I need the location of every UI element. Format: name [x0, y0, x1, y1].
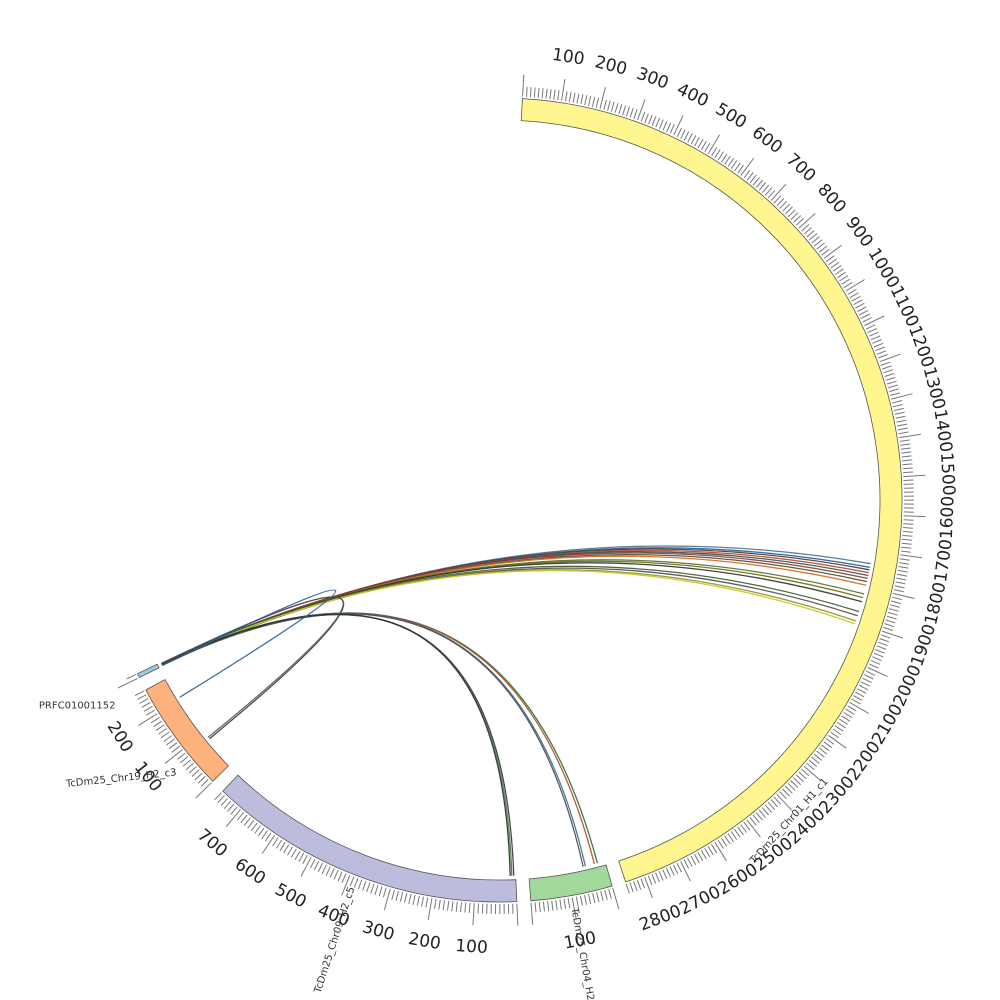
link-9: [161, 560, 864, 665]
segment-name-c4: TcDm25_Chr04_H2_c4: [568, 906, 598, 1000]
tick-label-c1-900: 900: [841, 213, 876, 251]
links-layer: [161, 545, 871, 876]
segment-name-c5: TcDm25_Chr09_H2_c5: [312, 886, 357, 996]
tick-label-c1-700: 700: [782, 150, 819, 187]
ticks-c3: [134, 690, 212, 799]
tick-label-c1-600: 600: [748, 123, 786, 158]
link-10: [161, 562, 863, 665]
tick-label-c5-600: 600: [231, 854, 269, 889]
tick-label-c1-2800: 2800: [637, 901, 685, 935]
link-22: [161, 596, 345, 740]
tick-label-c1-1400: 1400: [929, 408, 955, 454]
tick-label-c1-1300: 1300: [919, 365, 949, 412]
segment-c3: [145, 679, 230, 782]
tick-label-c1-500: 500: [712, 99, 750, 133]
link-11: [161, 565, 860, 665]
tick-label-c1-300: 300: [634, 64, 671, 94]
ticks-c5: [214, 792, 519, 926]
tick-label-c5-500: 500: [272, 880, 310, 913]
labels-layer: 100 200 3004005006007008009001000110012001…: [39, 45, 959, 1000]
tick-label-c1-2100: 2100: [868, 701, 907, 748]
link-21: [161, 613, 511, 876]
tick-label-c5-700: 700: [193, 825, 231, 861]
segment-c1: [520, 98, 903, 883]
segments-layer: [136, 98, 903, 903]
ticks-c4: [530, 887, 620, 925]
ticks-c1: [522, 74, 926, 898]
tick-label-c3-200: 200: [103, 718, 137, 756]
link-23: [161, 596, 344, 738]
link-8: [161, 559, 865, 666]
segment-c5: [222, 774, 518, 903]
segment-name-pr: PRFC01001152: [39, 700, 116, 711]
ticks-pr: [117, 674, 138, 689]
tick-label-c1-1200: 1200: [904, 323, 938, 370]
tick-label-c1-1600: 1600: [937, 495, 959, 539]
link-18: [162, 613, 584, 867]
tick-label-c5-100: 100: [455, 936, 489, 958]
tick-label-c1-2000: 2000: [890, 662, 926, 710]
tick-label-c1-1800: 1800: [921, 580, 950, 627]
tick-label-c5-300: 300: [360, 917, 397, 945]
tick-label-c1-1500: 1500: [936, 452, 958, 496]
ticks-layer: [117, 74, 926, 926]
tick-label-c1-1900: 1900: [907, 622, 940, 669]
tick-label-c1-800: 800: [813, 180, 850, 217]
segment-pr: [136, 663, 160, 679]
tick-label-c1-400: 400: [674, 79, 712, 111]
link-24: [162, 589, 337, 698]
segment-c4: [528, 864, 613, 902]
tick-label-c1-200: 200: [593, 52, 629, 79]
tick-label-c1-1100: 1100: [886, 283, 923, 331]
tick-label-c1-100: 100: [551, 45, 586, 70]
tick-label-c1-2700: 2700: [676, 882, 724, 919]
tick-label-c5-200: 200: [407, 929, 442, 954]
link-14: [161, 569, 856, 666]
tick-label-c1-1700: 1700: [931, 538, 957, 584]
link-17: [161, 612, 587, 867]
